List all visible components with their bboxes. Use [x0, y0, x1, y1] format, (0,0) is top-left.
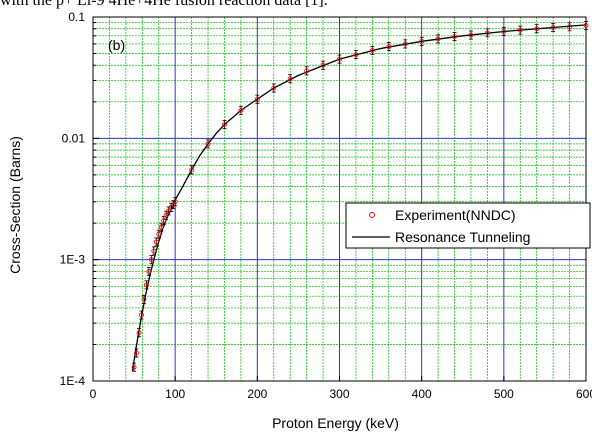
x-tick-label: 300 [329, 387, 349, 401]
experiment-point [189, 167, 195, 173]
experiment-point [134, 350, 139, 356]
experiment-point [517, 27, 523, 33]
experiment-point [419, 38, 425, 44]
y-tick-label: 1E-3 [60, 253, 86, 267]
experiment-point [143, 282, 149, 288]
experiment-point [168, 204, 174, 210]
experiment-point [146, 268, 152, 274]
experiment-point [161, 218, 167, 224]
experiment-point [153, 239, 159, 245]
experiment-point [166, 208, 172, 214]
experiment-point [369, 48, 375, 53]
experiment-point [287, 76, 293, 82]
experiment-point [304, 68, 310, 74]
tick-labels: 0 100 200 300 400 500 600 1E-4 1E-3 0.01 0.1 [60, 10, 592, 401]
x-tick-label: 500 [494, 387, 514, 401]
experiment-point [353, 52, 359, 58]
legend-box [345, 202, 591, 249]
experiment-point [435, 36, 441, 42]
experiment-point [254, 96, 260, 102]
experiment-point [131, 364, 137, 370]
legend-label-experiment: Experiment(NNDC) [395, 207, 516, 223]
legend: Experiment(NNDC) Resonance Tunneling [345, 202, 591, 249]
experiment-point [238, 107, 244, 113]
panel-label: (b) [108, 37, 125, 53]
experiment-point [550, 25, 556, 30]
experiment-point [452, 34, 457, 40]
x-tick-label: 600 [576, 387, 592, 401]
experiment-point [386, 44, 392, 50]
y-tick-label: 0.1 [68, 10, 85, 24]
axis-ticks [92, 16, 587, 382]
figure-caption: with the p+ Li-9 4He+4He fusion reaction… [0, 0, 328, 9]
experiment-point [222, 122, 227, 127]
experiment-point [337, 56, 342, 62]
experiment-point [141, 297, 147, 302]
experiment-point [534, 26, 540, 32]
experiment-point [501, 29, 507, 34]
x-tick-label: 200 [247, 387, 267, 401]
experiment-point [158, 224, 164, 230]
experiment-point [148, 257, 154, 263]
x-tick-label: 0 [90, 387, 97, 401]
y-tick-label: 0.01 [62, 131, 86, 145]
experiment-point [320, 62, 326, 68]
experiment-point [172, 199, 178, 205]
y-axis-title: Cross-Section (Barns) [7, 136, 23, 274]
experiment-point [151, 248, 157, 254]
x-tick-label: 100 [165, 387, 185, 401]
experiment-point [136, 330, 142, 336]
experiment-point [271, 85, 277, 91]
series-line-group [131, 24, 587, 372]
experiment-point [402, 41, 408, 47]
major-grid [93, 17, 586, 381]
experiment-point [156, 231, 162, 237]
y-tick-label: 1E-4 [60, 374, 86, 388]
series-marker-group [131, 21, 589, 372]
resonance-tunneling-curve [131, 24, 587, 372]
legend-marker-experiment [369, 212, 375, 218]
legend-label-resonance: Resonance Tunneling [395, 229, 530, 245]
x-tick-label: 400 [412, 387, 432, 401]
experiment-point [484, 30, 490, 36]
experiment-point [468, 32, 474, 38]
x-axis-title: Proton Energy (keV) [272, 415, 399, 431]
experiment-point [139, 312, 144, 318]
experiment-point [567, 24, 573, 30]
experiment-point [205, 141, 211, 147]
